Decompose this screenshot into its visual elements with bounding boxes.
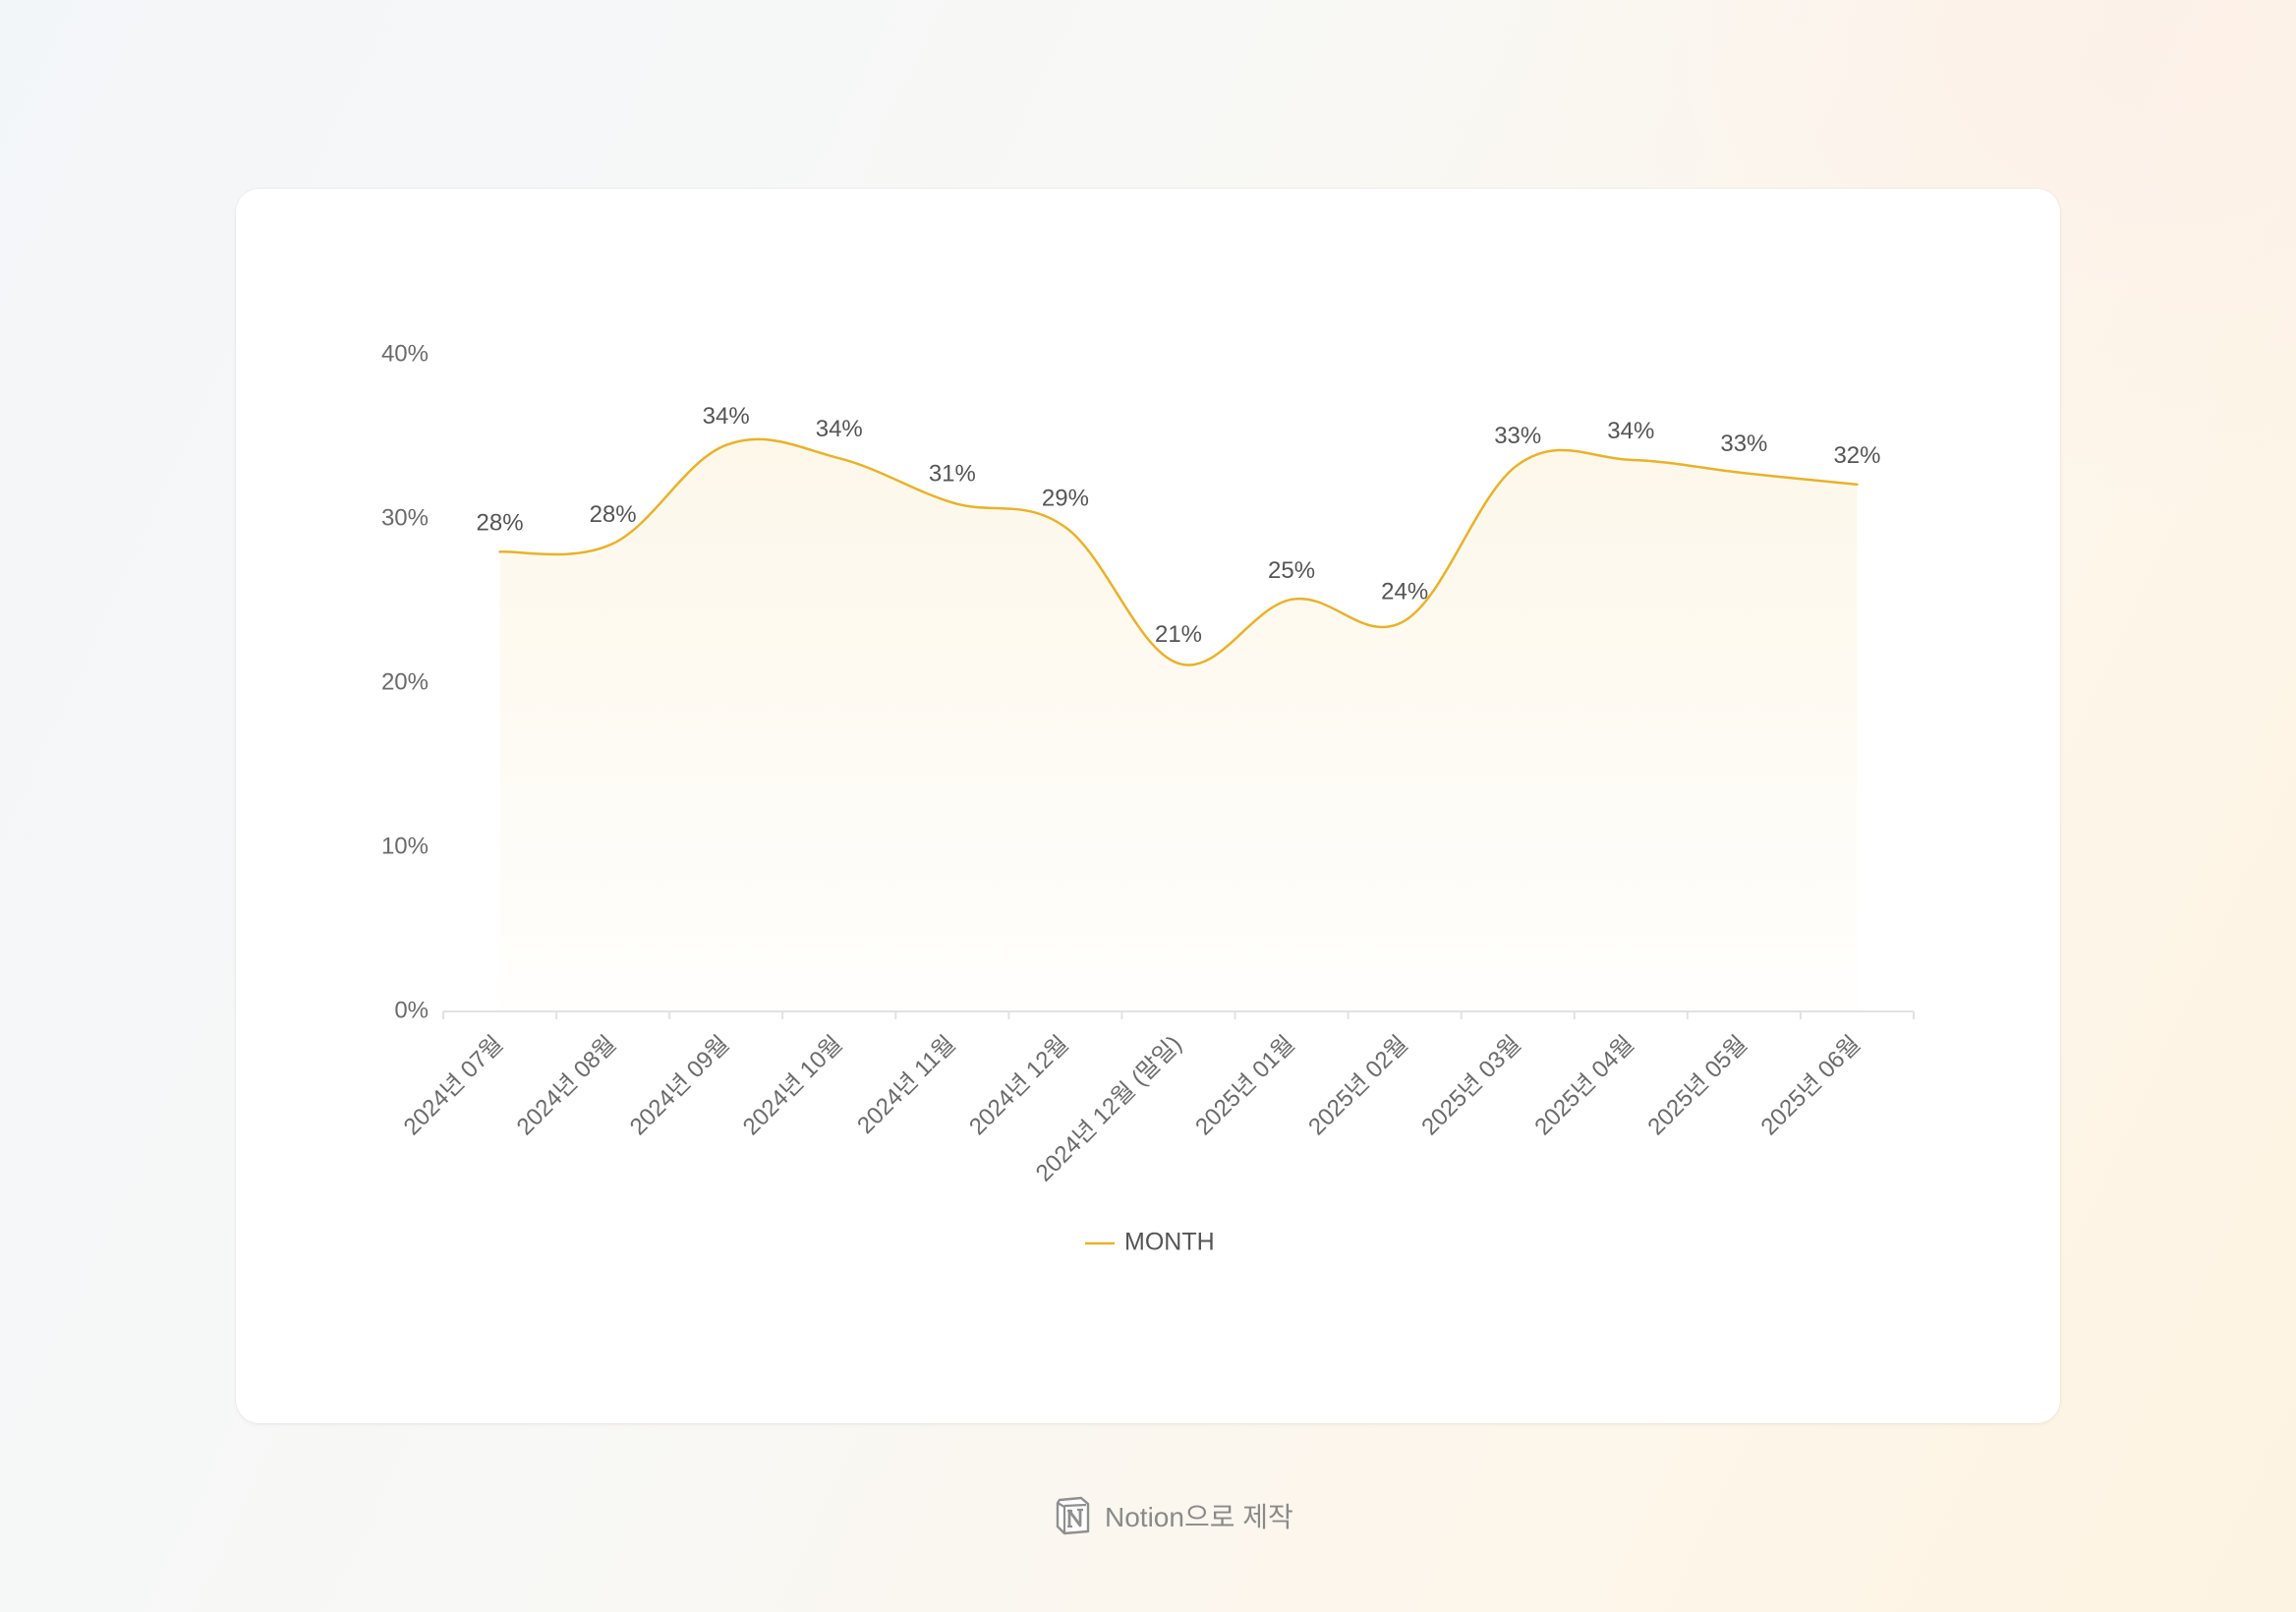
data-label: 33% — [1494, 423, 1541, 449]
x-tick-label: 2024년 08월 — [512, 1031, 622, 1141]
x-tick-label: 2024년 07월 — [399, 1031, 509, 1141]
x-tick-label: 2025년 05월 — [1642, 1031, 1752, 1141]
data-label: 34% — [703, 403, 750, 430]
x-tick-label: 2025년 02월 — [1303, 1031, 1413, 1141]
data-label: 29% — [1042, 485, 1089, 511]
series-line — [498, 437, 1859, 666]
x-tick-label: 2024년 11월 — [852, 1031, 960, 1139]
data-point — [836, 455, 842, 461]
y-tick-label: 10% — [381, 833, 429, 859]
data-point — [1062, 524, 1068, 530]
chart-card: 0% 10% 20% 30% 40% 2024년 07월 2024년 08월 2024년 09… — [236, 189, 2060, 1423]
data-point — [723, 442, 729, 448]
legend-label: MONTH — [1124, 1229, 1215, 1256]
legend: MONTH — [1085, 1229, 1215, 1256]
notion-logo-icon — [1056, 1496, 1090, 1535]
data-label: 28% — [477, 509, 524, 536]
y-tick-label: 40% — [381, 340, 429, 367]
data-label: 34% — [816, 416, 863, 442]
data-labels: 28% 28% 34% 34% 31% 29% 21% 25% 24% 33% 34% 33% 32% — [477, 403, 1881, 648]
data-label: 34% — [1607, 418, 1654, 444]
x-axis-labels: 2024년 07월 2024년 08월 2024년 09월 2024년 10월 2024… — [399, 1031, 1866, 1187]
x-tick-label: 2024년 12월 — [964, 1031, 1074, 1141]
x-tick-label: 2025년 03월 — [1416, 1031, 1526, 1141]
data-point — [1289, 597, 1294, 603]
x-axis — [442, 1010, 1915, 1019]
data-label: 25% — [1268, 557, 1315, 584]
x-tick-label: 2024년 09월 — [625, 1031, 735, 1141]
data-point — [1741, 470, 1747, 476]
data-point — [1628, 457, 1634, 463]
data-label: 21% — [1155, 621, 1202, 648]
y-tick-label: 0% — [394, 997, 429, 1023]
x-tick-label: 2025년 01월 — [1190, 1031, 1300, 1141]
data-label: 32% — [1833, 442, 1880, 469]
data-point — [949, 499, 955, 505]
data-label: 24% — [1381, 579, 1428, 605]
series-area — [499, 438, 1858, 1011]
data-point — [1176, 661, 1181, 666]
x-tick-label: 2024년 10월 — [738, 1031, 848, 1141]
x-tick-label: 2025년 06월 — [1756, 1031, 1866, 1141]
chart: 0% 10% 20% 30% 40% 2024년 07월 2024년 08월 2024년 09… — [381, 340, 1915, 1256]
data-label: 31% — [929, 460, 976, 487]
y-tick-label: 30% — [381, 504, 429, 531]
data-label: 28% — [590, 501, 637, 528]
data-point — [1515, 462, 1521, 468]
data-point — [1402, 618, 1407, 624]
footer[interactable]: Notion으로 제작 — [1054, 1494, 1293, 1537]
data-point — [610, 541, 616, 547]
footer-text: Notion으로 제작 — [1105, 1502, 1293, 1532]
x-tick-label: 2025년 04월 — [1529, 1031, 1639, 1141]
data-point — [1854, 482, 1860, 488]
data-point — [497, 548, 503, 554]
y-tick-label: 20% — [381, 668, 429, 695]
data-label: 33% — [1720, 431, 1767, 457]
y-axis-ticks: 0% 10% 20% 30% 40% — [381, 340, 429, 1023]
